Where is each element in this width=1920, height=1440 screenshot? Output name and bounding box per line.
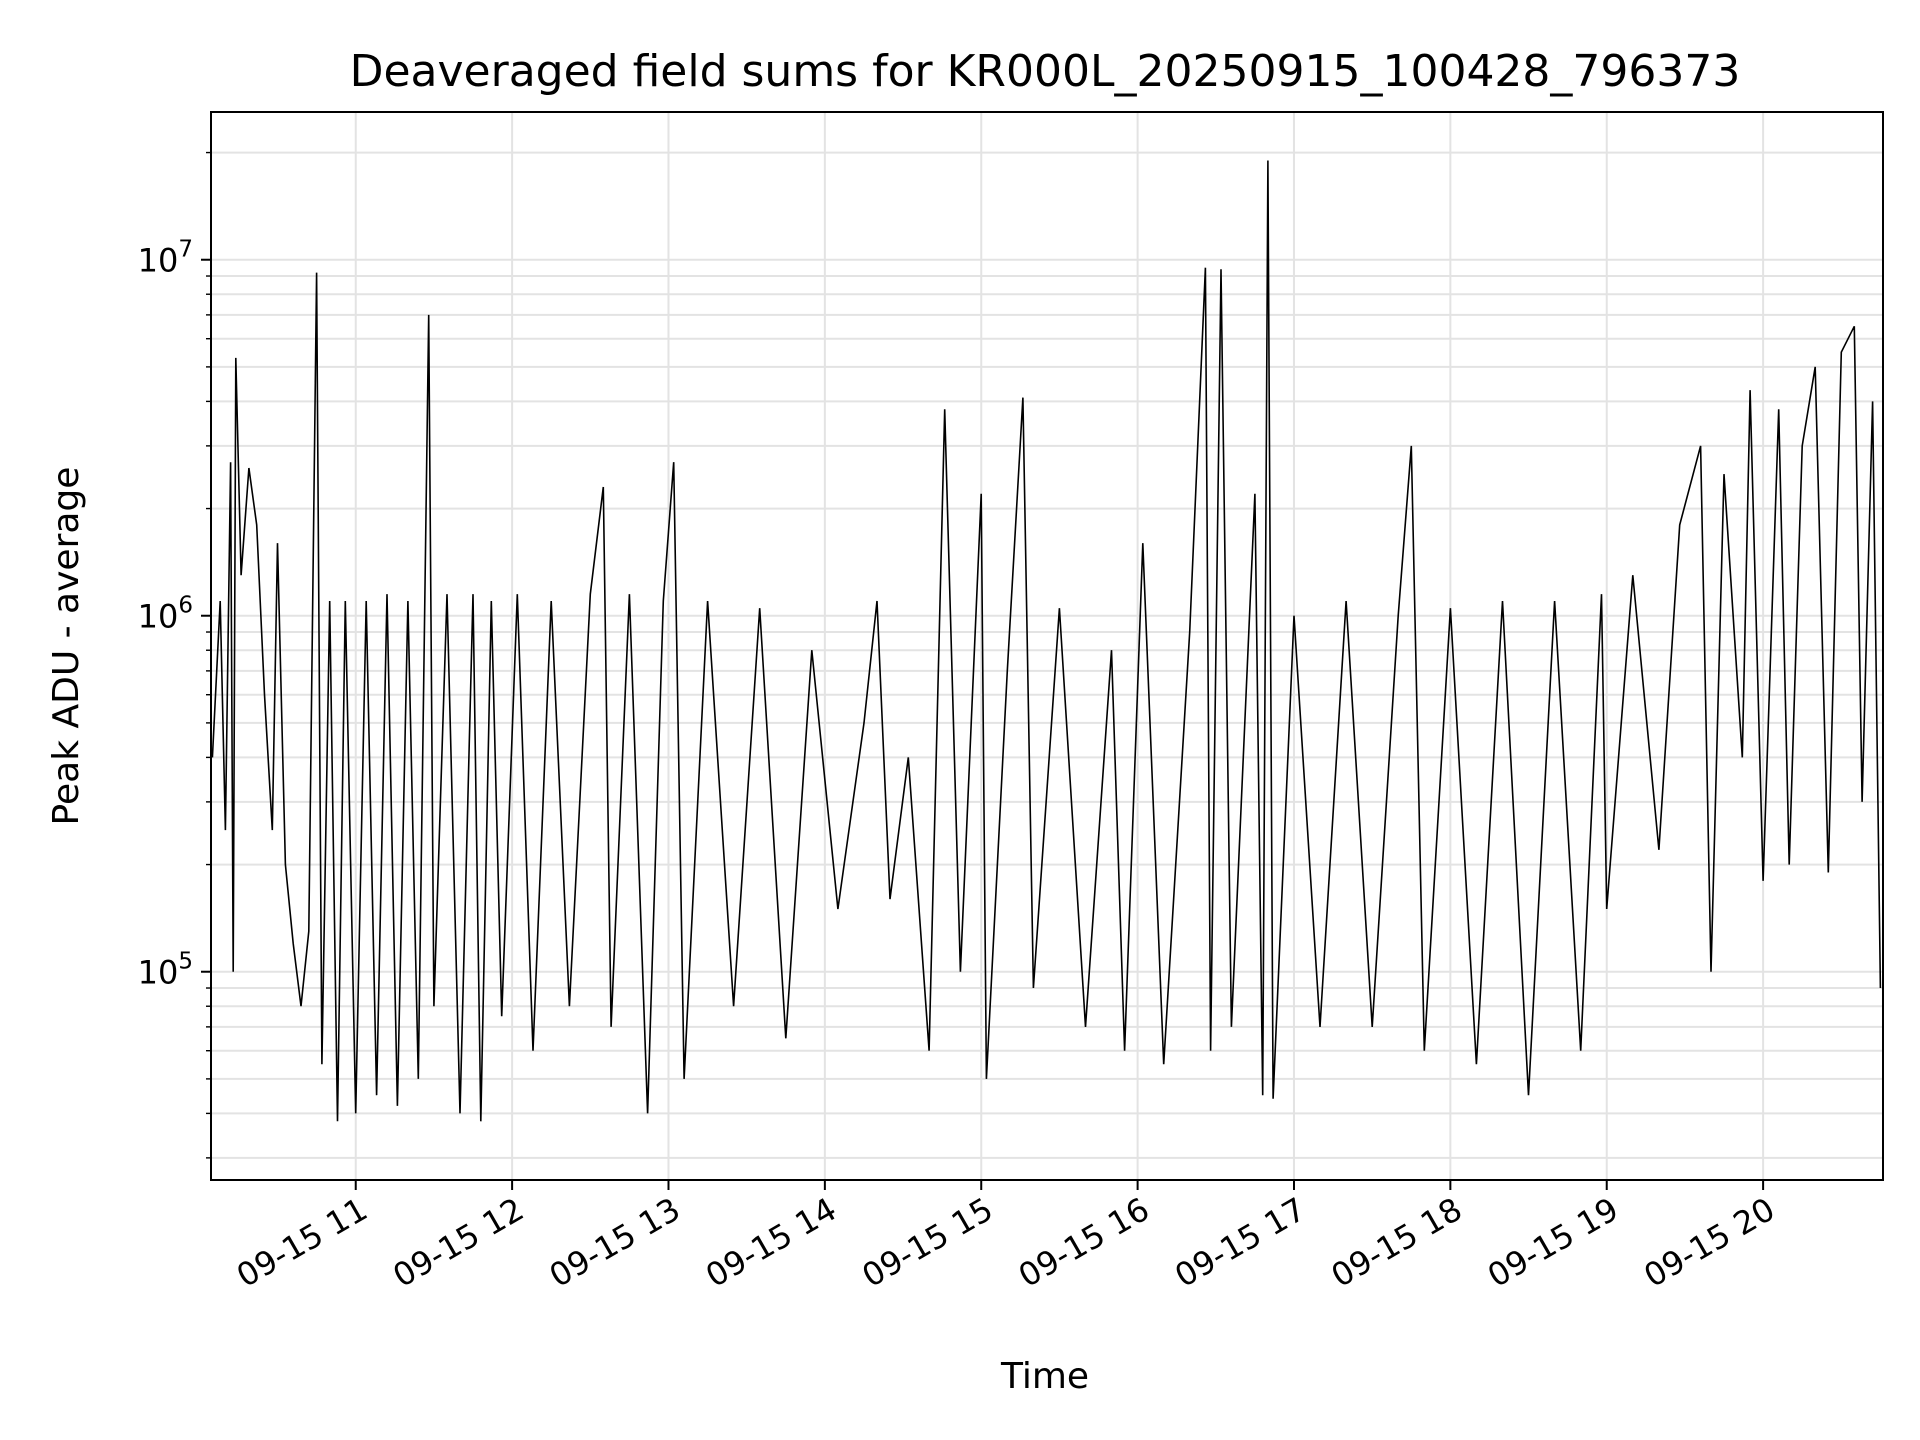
- plot-area-frame: [210, 111, 1884, 1181]
- y-tick-label: 107: [138, 237, 193, 280]
- chart-title: Deaveraged field sums for KR000L_2025091…: [350, 46, 1741, 97]
- x-axis-label: Time: [1000, 1356, 1089, 1397]
- y-axis: 105 106 107: [138, 151, 211, 1159]
- series-layer: [211, 160, 1882, 1122]
- y-axis-label: Peak ADU - average: [46, 467, 87, 826]
- y-tick-label: 106: [138, 593, 193, 636]
- series-line: [211, 160, 1882, 1122]
- y-tick-label: 105: [138, 949, 193, 992]
